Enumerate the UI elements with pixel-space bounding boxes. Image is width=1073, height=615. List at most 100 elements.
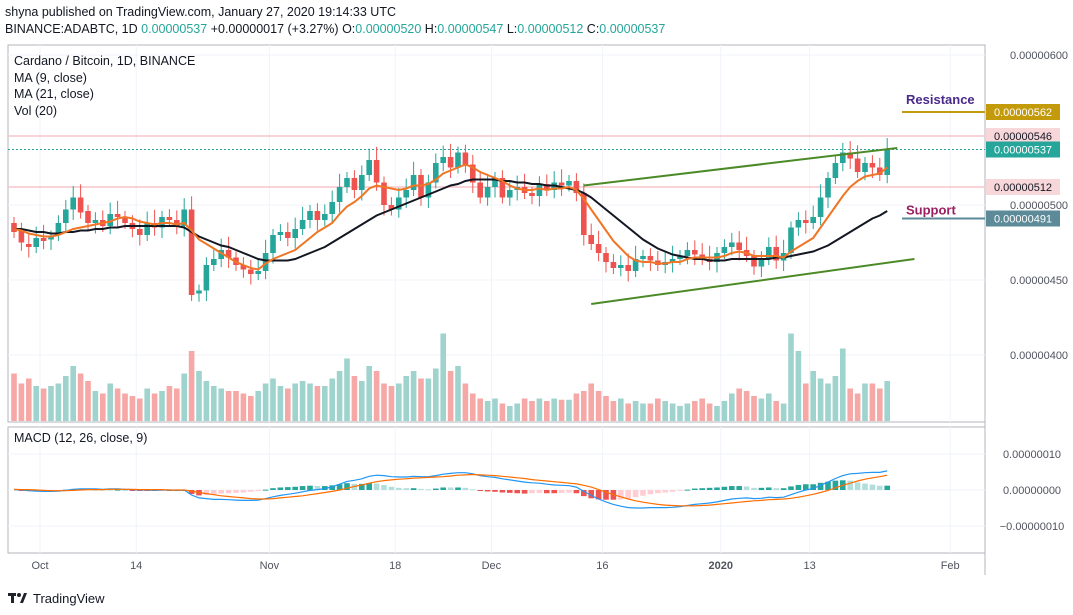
- macd-histogram-bar: [314, 486, 321, 490]
- volume-bar: [240, 393, 247, 421]
- candle-body: [625, 265, 631, 271]
- legend-volume[interactable]: Vol (20): [14, 103, 58, 118]
- volume-bar: [211, 386, 217, 421]
- price-tag-low: [986, 179, 1060, 195]
- volume-bar: [884, 381, 890, 421]
- candle-body: [388, 205, 395, 210]
- legend-ma9[interactable]: MA (9, close): [14, 70, 87, 85]
- candle-body: [270, 235, 276, 253]
- volume-bar: [647, 403, 654, 421]
- candle-body: [440, 157, 446, 163]
- candle-body: [240, 265, 247, 270]
- x-tick-label: 16: [596, 560, 608, 572]
- volume-bar: [381, 383, 387, 421]
- legend-ma21[interactable]: MA (21, close): [14, 87, 94, 101]
- volume-bar: [729, 393, 735, 421]
- candle-body: [536, 184, 543, 196]
- volume-bar: [581, 391, 587, 421]
- macd-histogram-bar: [188, 490, 195, 494]
- candle-body: [381, 182, 387, 205]
- macd-histogram-bar: [455, 487, 461, 490]
- low-label: L:: [506, 22, 518, 36]
- volume-bar: [795, 351, 802, 421]
- candle-body: [144, 223, 150, 235]
- macd-histogram-bar: [307, 485, 313, 490]
- volume-bar: [33, 386, 39, 421]
- volume-bar: [107, 383, 113, 421]
- candle-body: [825, 178, 831, 198]
- macd-histogram-bar: [603, 490, 609, 500]
- price-tag-label: 0.00000491: [994, 214, 1052, 226]
- volume-bar: [640, 403, 646, 421]
- x-tick-label: 18: [389, 560, 401, 572]
- candle-body: [314, 211, 321, 220]
- volume-bar: [181, 373, 187, 421]
- candle-body: [862, 163, 868, 172]
- candle-body: [410, 175, 417, 190]
- candle-body: [11, 223, 17, 232]
- macd-histogram-bar: [366, 483, 372, 490]
- macd-legend[interactable]: MACD (12, 26, close, 9): [14, 431, 148, 445]
- chart-canvas[interactable]: Oct 14 Nov 18 Dec 16 2020 13 Feb 0.00000600 0.0000…: [0, 0, 1073, 588]
- volume-bar: [344, 358, 350, 421]
- candle-body: [255, 271, 261, 274]
- macd-histogram-bar: [418, 488, 424, 490]
- volume-bar: [159, 391, 165, 421]
- close-label: C:: [586, 22, 600, 36]
- macd-histogram-bar: [499, 490, 506, 493]
- candle-body: [558, 182, 565, 186]
- macd-histogram-bar: [425, 489, 432, 491]
- open-label: O:: [342, 22, 356, 36]
- macd-histogram-bar: [544, 490, 550, 494]
- candle-body: [588, 235, 594, 244]
- price-tag-label: 0.00000512: [994, 182, 1052, 194]
- macd-histogram-bar: [729, 486, 735, 490]
- candle-body: [336, 187, 343, 202]
- macd-histogram-bar: [218, 490, 224, 494]
- macd-histogram-bar: [743, 486, 750, 490]
- volume-bar: [292, 383, 298, 421]
- volume-bar: [869, 383, 876, 421]
- price-tick-label: 0.00000400: [1010, 350, 1068, 362]
- macd-histogram-bar: [381, 484, 387, 490]
- volume-bar: [462, 383, 469, 421]
- candle-body: [766, 247, 772, 259]
- macd-histogram-bar: [410, 488, 417, 490]
- last-price: 0.00000537: [141, 22, 208, 36]
- price-change: +0.00000017 (+3.27%): [210, 22, 339, 36]
- tradingview-footer[interactable]: TradingView: [8, 588, 105, 608]
- volume-bar: [699, 398, 705, 421]
- support-annotation: Support: [906, 203, 956, 218]
- volume-bar: [18, 383, 25, 421]
- macd-histogram-bar: [847, 480, 853, 490]
- volume-bar: [662, 401, 668, 421]
- volume-bar: [669, 403, 676, 421]
- price-tag-label: 0.00000562: [994, 107, 1052, 119]
- macd-histogram-bar: [373, 483, 380, 490]
- macd-histogram-bar: [462, 487, 469, 490]
- macd-histogram-bar: [122, 490, 128, 491]
- macd-histogram-bar: [440, 487, 446, 490]
- candle-body: [344, 178, 350, 187]
- close-value: 0.00000537: [599, 22, 666, 36]
- candle-body: [492, 178, 498, 187]
- volume-bar: [351, 376, 358, 421]
- macd-histogram-bar: [692, 488, 698, 490]
- macd-histogram-bar: [721, 486, 728, 490]
- candle-body: [48, 236, 54, 240]
- volume-bar: [817, 378, 824, 421]
- volume-bar: [847, 388, 853, 421]
- price-pane: [7, 44, 986, 423]
- volume-bar: [85, 381, 91, 421]
- tradingview-logo-icon: [8, 591, 28, 605]
- candle-body: [758, 259, 765, 267]
- candle-body: [729, 242, 735, 247]
- macd-histogram-bar: [884, 485, 890, 490]
- candle-body: [817, 197, 824, 217]
- volume-bar: [122, 393, 128, 421]
- candle-body: [470, 164, 476, 183]
- legend-title[interactable]: Cardano / Bitcoin, 1D, BINANCE: [14, 54, 196, 68]
- candle-body: [847, 152, 853, 159]
- volume-bar: [854, 393, 861, 421]
- candle-body: [307, 211, 313, 220]
